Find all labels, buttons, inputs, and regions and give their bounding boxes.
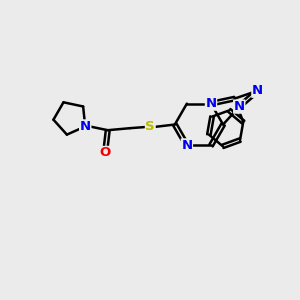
Text: N: N: [181, 139, 192, 152]
Text: N: N: [206, 97, 217, 110]
Text: N: N: [234, 100, 245, 113]
Text: O: O: [100, 146, 111, 159]
Text: N: N: [80, 120, 91, 133]
Text: S: S: [146, 120, 155, 134]
Text: N: N: [252, 84, 263, 97]
